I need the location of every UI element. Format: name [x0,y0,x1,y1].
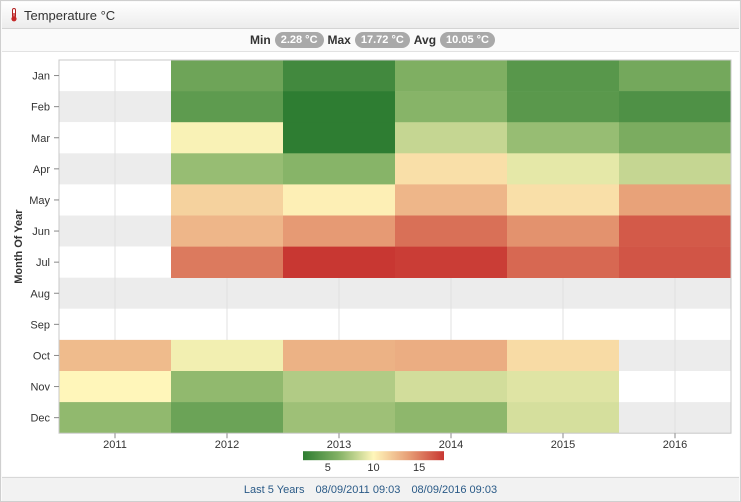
heatmap-cell[interactable] [171,153,283,185]
heatmap-cell[interactable] [283,91,395,123]
y-axis-title: Month Of Year [13,209,25,284]
y-tick-label: Mar [31,133,50,145]
heatmap-cell[interactable] [507,60,619,92]
heatmap-cell[interactable] [283,122,395,154]
heatmap-cell[interactable] [507,402,619,434]
avg-value-badge: 10.05 °C [440,32,495,48]
heatmap-cell[interactable] [171,215,283,247]
heatmap-cell[interactable] [283,371,395,403]
heatmap-cell[interactable] [395,91,507,123]
heatmap-cell[interactable] [171,246,283,278]
heatmap-chart: Jan Feb Mar Apr May Jun Jul Aug Sep Oct Nov Dec 2011… [13,59,732,474]
heatmap-cell[interactable] [507,215,619,247]
heatmap-cell[interactable] [507,371,619,403]
row-band [59,308,731,340]
x-tick-label: 2015 [551,439,575,451]
heatmap-cell[interactable] [395,153,507,185]
chart-area: Jan Feb Mar Apr May Jun Jul Aug Sep Oct Nov Dec 2011… [2,51,739,476]
heatmap-cell[interactable] [619,122,731,154]
heatmap-cell[interactable] [507,153,619,185]
heatmap-cell[interactable] [395,246,507,278]
heatmap-cell[interactable] [619,153,731,185]
y-tick-label: May [29,195,50,207]
heatmap-cell[interactable] [59,402,171,434]
x-tick-label: 2013 [327,439,351,451]
y-tick-label: Dec [30,413,50,425]
heatmap-cell[interactable] [283,246,395,278]
heatmap-cell[interactable] [619,246,731,278]
color-bar [303,451,444,461]
color-bar-label: 5 [325,462,331,474]
color-bar-label: 10 [367,462,379,474]
heatmap-cell[interactable] [619,91,731,123]
time-range-footer: Last 5 Years 08/09/2011 09:03 08/09/2016… [2,477,739,501]
heatmap-cell[interactable] [171,91,283,123]
min-value-badge: 2.28 °C [274,32,324,48]
heatmap-cell[interactable] [507,122,619,154]
heatmap-cell[interactable] [171,402,283,434]
heatmap-cell[interactable] [395,339,507,372]
y-tick-label: Oct [33,350,50,362]
heatmap-cell[interactable] [395,215,507,247]
thermometer-icon [11,8,17,22]
x-tick-label: 2016 [663,439,687,451]
heatmap-cell[interactable] [619,60,731,92]
heatmap-cell[interactable] [395,371,507,403]
range-end: 08/09/2016 09:03 [411,483,498,496]
range-label[interactable]: Last 5 Years [243,483,305,496]
y-tick-label: Apr [33,164,50,176]
heatmap-cell[interactable] [507,91,619,123]
heatmap-cell[interactable] [171,339,283,372]
heatmap-cell[interactable] [171,60,283,92]
heatmap-cell[interactable] [283,339,395,372]
min-label: Min [250,33,271,47]
heatmap-cell[interactable] [283,60,395,92]
heatmap-cell[interactable] [171,371,283,403]
x-tick-label: 2011 [103,439,127,451]
heatmap-cell[interactable] [283,402,395,434]
heatmap-cell[interactable] [395,402,507,434]
heatmap-cell[interactable] [283,184,395,216]
y-tick-label: Jul [36,257,50,269]
y-tick-label: Feb [31,102,50,114]
panel-title: Temperature °C [24,7,116,23]
range-start: 08/09/2011 09:03 [315,483,401,496]
heatmap-cell[interactable] [395,122,507,154]
avg-label: Avg [413,33,437,47]
y-tick-label: Nov [30,382,50,394]
y-tick-label: Jun [32,226,50,238]
heatmap-cell[interactable] [507,246,619,278]
heatmap-cell[interactable] [507,339,619,372]
max-value-badge: 17.72 °C [354,32,410,48]
y-tick-label: Aug [30,288,50,300]
heatmap-cell[interactable] [59,371,171,403]
heatmap-cell[interactable] [59,339,171,372]
color-bar-label: 15 [413,462,425,474]
heatmap-cell[interactable] [395,60,507,92]
heatmap-cell[interactable] [171,122,283,154]
heatmap-cell[interactable] [619,184,731,216]
heatmap-cell[interactable] [395,184,507,216]
heatmap-cell[interactable] [619,215,731,247]
heatmap-cell[interactable] [507,184,619,216]
y-tick-label: Jan [32,71,50,83]
max-label: Max [327,33,351,47]
heatmap-cell[interactable] [283,153,395,185]
panel-header: Temperature °C [2,2,739,29]
stats-bar: Min 2.28 °C Max 17.72 °C Avg 10.05 °C [2,30,739,50]
y-tick-label: Sep [30,319,50,331]
x-tick-label: 2014 [439,439,463,451]
plot-border [58,59,732,434]
row-band [59,277,731,309]
x-tick-label: 2012 [215,439,239,451]
heatmap-cell[interactable] [171,184,283,216]
heatmap-cell[interactable] [283,215,395,247]
